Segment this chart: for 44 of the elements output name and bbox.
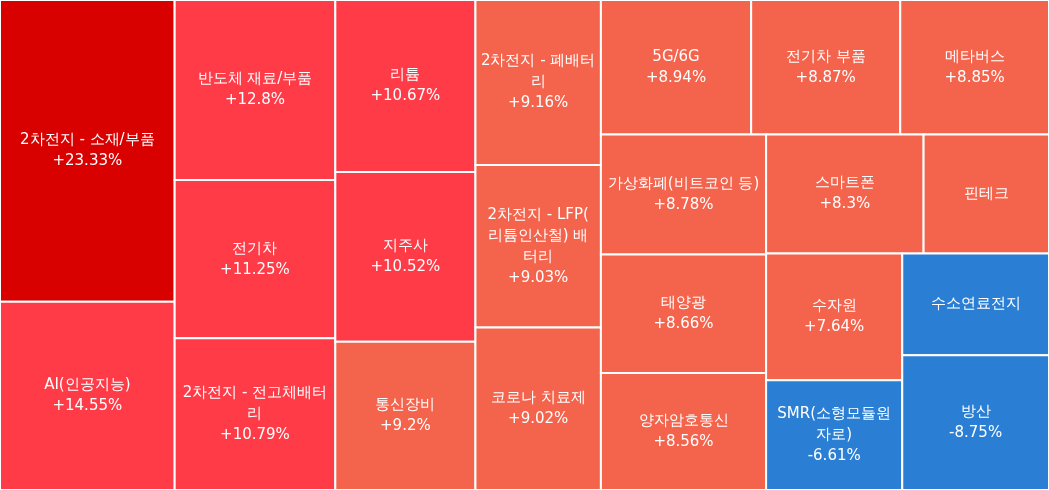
data-label: +8.87% bbox=[795, 67, 856, 86]
data-label: -6.61% bbox=[807, 446, 861, 465]
data-label: +8.85% bbox=[944, 67, 1005, 86]
category-label: 스마트폰 bbox=[814, 173, 875, 192]
data-label: +8.56% bbox=[653, 431, 714, 450]
category-label: 지주사 bbox=[382, 236, 428, 255]
category-label: 2차전지 - 폐배터리 bbox=[480, 51, 596, 91]
data-label: +9.03% bbox=[508, 267, 569, 286]
data-label: +23.33% bbox=[52, 151, 123, 170]
data-label: +9.16% bbox=[508, 93, 569, 112]
data-label: +7.64% bbox=[804, 317, 865, 336]
data-label: +8.66% bbox=[653, 314, 714, 333]
data-label: +10.67% bbox=[370, 86, 441, 105]
category-label: 반도체 재료/부품 bbox=[197, 69, 313, 88]
category-label: 방산 bbox=[960, 402, 991, 421]
category-label: 가상화폐(비트코인 등) bbox=[607, 173, 760, 192]
category-label: SMR(소형모듈원자로) bbox=[777, 404, 892, 444]
category-label: 양자암호통신 bbox=[638, 410, 729, 429]
category-label: 통신장비 bbox=[375, 395, 436, 414]
data-label: +9.02% bbox=[508, 409, 569, 428]
category-label: 핀테크 bbox=[963, 183, 1009, 202]
category-label: 태양광 bbox=[661, 293, 707, 312]
data-label: +8.78% bbox=[653, 194, 714, 213]
category-label: AI(인공지능) bbox=[44, 375, 131, 394]
data-label: +11.25% bbox=[220, 259, 290, 278]
data-label: +12.8% bbox=[224, 90, 286, 109]
category-label: 리튬 bbox=[390, 65, 421, 84]
data-label: +8.3% bbox=[819, 194, 871, 213]
category-label: 코로나 치료제 bbox=[490, 388, 586, 407]
data-label: +9.2% bbox=[380, 416, 431, 435]
category-label: 수자원 bbox=[811, 296, 857, 315]
category-label: 2차전지 - 소재/부품 bbox=[20, 130, 155, 149]
category-label: 수소연료전지 bbox=[930, 294, 1021, 313]
category-label: 전기차 부품 bbox=[785, 46, 866, 65]
data-label: -8.75% bbox=[949, 423, 1003, 442]
data-label: +8.94% bbox=[645, 67, 707, 86]
category-label: 메타버스 bbox=[944, 46, 1005, 65]
category-label: 전기차 bbox=[232, 238, 278, 257]
category-label: 5G/6G bbox=[652, 46, 700, 65]
data-label: +14.55% bbox=[52, 396, 123, 415]
category-label: 2차전지 - LFP(리튬인산철) 배터리 bbox=[487, 204, 589, 265]
data-label: +10.52% bbox=[370, 257, 441, 276]
data-label: +10.79% bbox=[220, 425, 290, 444]
category-label: 2차전지 - 전고체배터리 bbox=[182, 383, 328, 423]
